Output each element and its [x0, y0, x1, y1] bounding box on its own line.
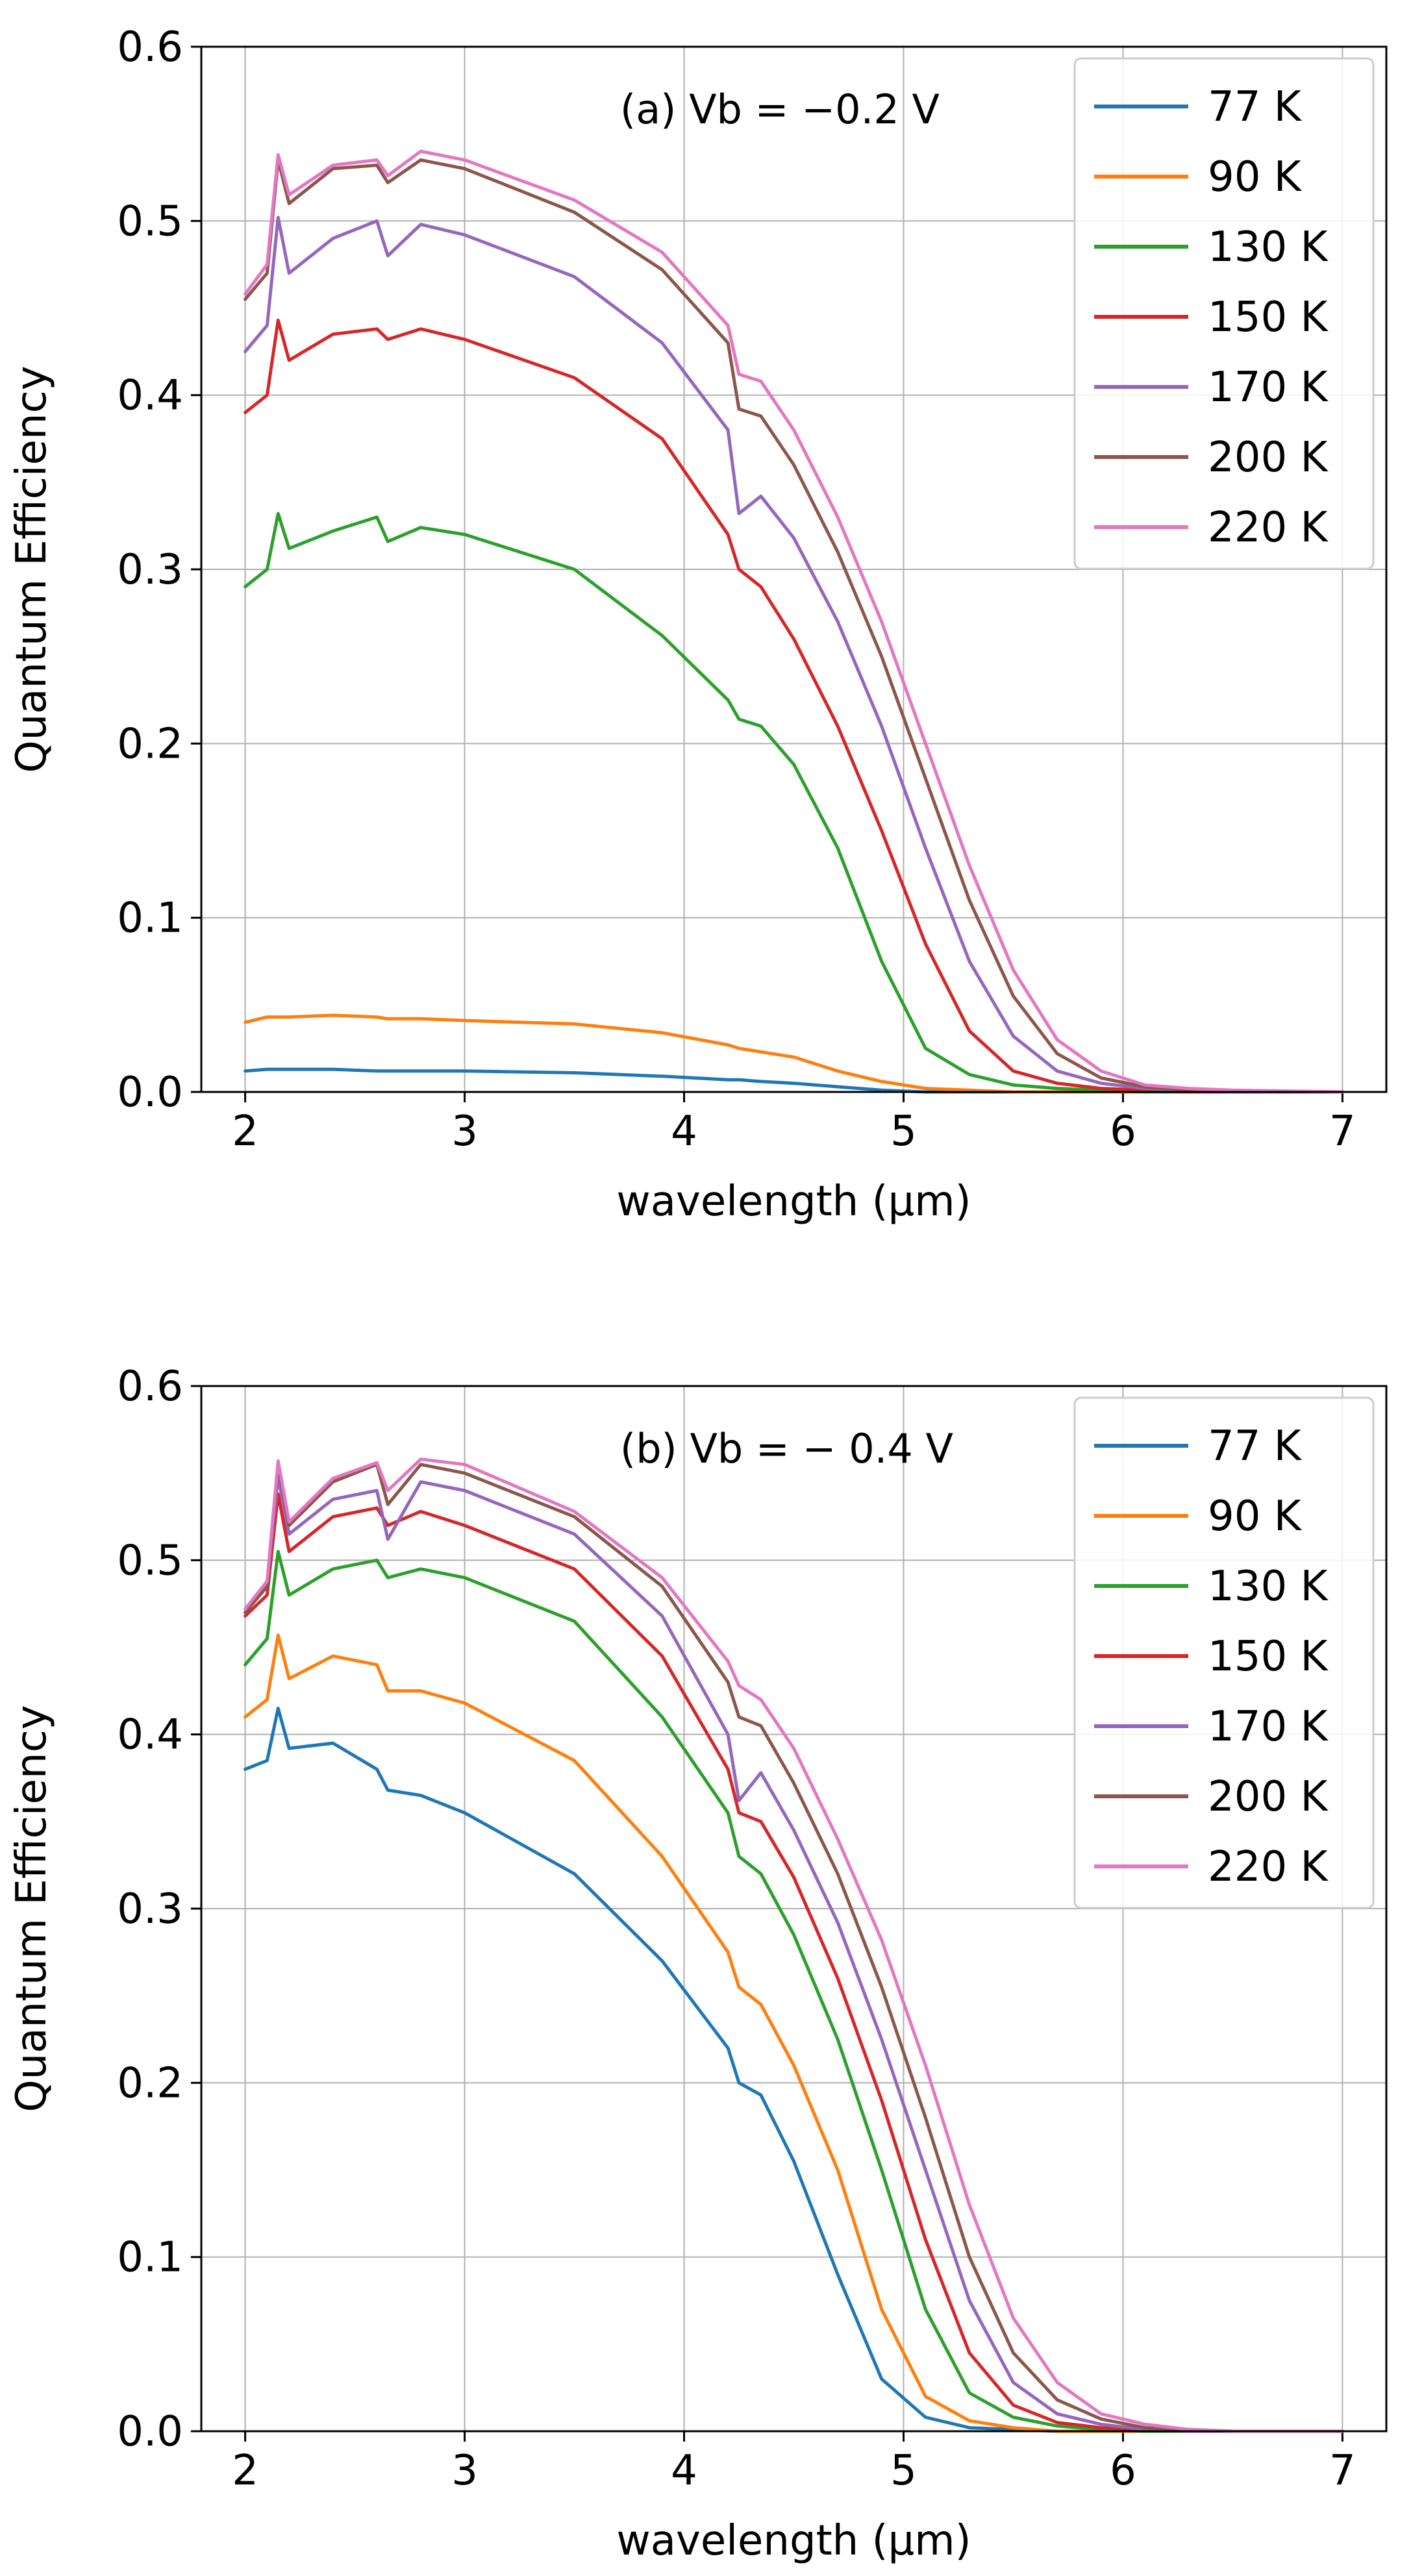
series-line-a-200k	[244, 158, 1344, 1094]
x-tick-label-a-1: 3	[451, 1108, 478, 1156]
annotation-b: (b) Vb = − 0.4 V	[620, 1425, 953, 1472]
annotation-a: (a) Vb = −0.2 V	[620, 86, 940, 133]
plot-frame-a	[200, 45, 1388, 1093]
series-line-b-130k	[244, 1550, 1344, 2433]
chart-panel-b: 2 3 4 5 6 7 0.0 0.1 0.2 0.3 0.4 0.5 0.6 (b) Vb = − 0.…	[8, 1363, 1388, 2565]
x-tick-label-a-3: 5	[890, 1108, 917, 1156]
chart-panel-a: 2 3 4 5 6 7 0.0 0.1 0.2 0.3 0.4 0.5 0.6 (a) Vb = −0.2…	[8, 23, 1388, 1226]
y-tick-label-a-4: 0.4	[117, 372, 183, 420]
y-axis-label-b: Quantum Efficiency	[8, 1705, 56, 2112]
legend-label-a-130k: 130 K	[1208, 223, 1329, 271]
legend-label-a-150k: 150 K	[1208, 293, 1329, 341]
y-tick-label-a-3: 0.3	[117, 546, 183, 594]
y-tick-label-b-2: 0.2	[117, 2059, 183, 2107]
x-axis-label-a: wavelength (μm)	[616, 1178, 971, 1226]
legend-label-a-77k: 77 K	[1208, 83, 1303, 131]
legend-box-a	[1073, 57, 1375, 570]
x-tick-label-a-0: 2	[232, 1108, 258, 1156]
legend-box-b	[1073, 1396, 1375, 1909]
y-tick-label-a-1: 0.1	[117, 895, 183, 943]
x-tick-label-b-1: 3	[451, 2447, 478, 2495]
legend-label-b-170k: 170 K	[1208, 1703, 1329, 1751]
x-tick-label-b-4: 6	[1110, 2447, 1136, 2495]
legend-label-a-220k: 220 K	[1208, 504, 1329, 552]
legend-label-b-220k: 220 K	[1208, 1843, 1329, 1891]
y-tick-label-a-2: 0.2	[117, 720, 183, 768]
series-line-b-200k	[244, 1463, 1344, 2433]
series-line-a-130k	[244, 512, 1344, 1094]
y-tick-label-a-0: 0.0	[117, 1069, 183, 1117]
x-tick-label-b-5: 7	[1329, 2447, 1356, 2495]
y-tick-label-b-4: 0.4	[117, 1711, 183, 1759]
x-tick-label-b-3: 5	[890, 2447, 917, 2495]
legend-label-a-200k: 200 K	[1208, 434, 1329, 482]
legend-label-a-90k: 90 K	[1208, 153, 1303, 201]
x-axis-label-b: wavelength (μm)	[616, 2517, 971, 2565]
x-tick-label-a-2: 4	[671, 1108, 697, 1156]
y-tick-label-b-5: 0.5	[117, 1537, 183, 1585]
y-axis-label-a: Quantum Efficiency	[8, 365, 56, 773]
legend-label-b-150k: 150 K	[1208, 1633, 1329, 1681]
x-tick-label-b-2: 4	[671, 2447, 697, 2495]
legend-label-b-130k: 130 K	[1208, 1563, 1329, 1611]
series-line-b-150k	[244, 1492, 1344, 2433]
x-tick-label-a-5: 7	[1329, 1108, 1356, 1156]
x-tick-label-a-4: 6	[1110, 1108, 1136, 1156]
y-tick-label-b-6: 0.6	[117, 1363, 183, 1411]
x-tick-label-b-0: 2	[232, 2447, 258, 2495]
y-tick-label-a-5: 0.5	[117, 197, 183, 245]
series-line-a-150k	[244, 318, 1344, 1094]
series-line-a-170k	[244, 216, 1344, 1094]
y-tick-label-b-3: 0.3	[117, 1885, 183, 1933]
y-tick-label-b-0: 0.0	[117, 2408, 183, 2456]
series-line-b-170k	[244, 1475, 1344, 2433]
legend-label-b-77k: 77 K	[1208, 1422, 1303, 1470]
y-tick-label-a-6: 0.6	[117, 23, 183, 71]
series-line-b-220k	[244, 1457, 1344, 2433]
legend-label-a-170k: 170 K	[1208, 364, 1329, 412]
plot-frame-b	[200, 1385, 1388, 2433]
y-tick-label-b-1: 0.1	[117, 2234, 183, 2282]
legend-label-b-90k: 90 K	[1208, 1492, 1303, 1541]
legend-label-b-200k: 200 K	[1208, 1773, 1329, 1821]
series-line-a-220k	[244, 149, 1344, 1094]
